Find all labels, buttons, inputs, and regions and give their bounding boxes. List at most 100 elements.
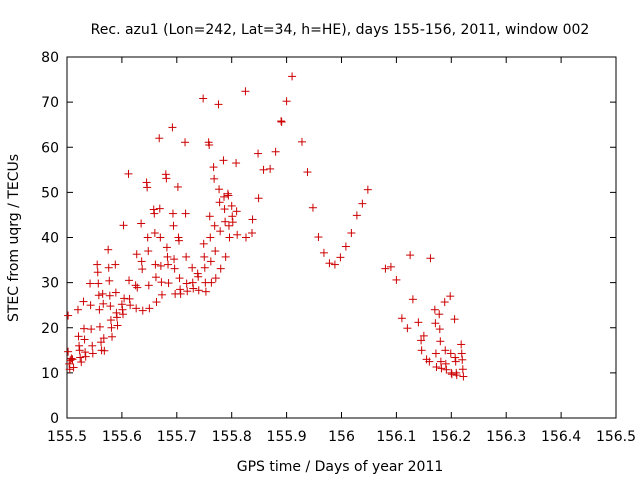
- data-point-plus: [181, 138, 190, 147]
- data-point-plus: [435, 325, 444, 334]
- data-point-plus: [168, 123, 177, 132]
- data-point-plus: [168, 209, 177, 218]
- data-point-plus: [164, 260, 173, 269]
- data-point-plus: [173, 182, 182, 191]
- data-point-plus: [111, 288, 120, 297]
- data-point-plus: [308, 203, 317, 212]
- x-tick-label: 156.3: [486, 429, 526, 445]
- data-point-plus: [459, 372, 468, 381]
- chart-title: Rec. azu1 (Lon=242, Lat=34, h=HE), days …: [91, 22, 590, 38]
- data-point-plus: [65, 359, 74, 368]
- data-point-plus: [228, 218, 237, 227]
- data-point-plus: [303, 168, 312, 177]
- data-point-plus: [431, 349, 440, 358]
- data-point-plus: [282, 97, 291, 106]
- data-point-plus: [432, 363, 441, 372]
- data-point-plus: [104, 263, 113, 272]
- data-point-plus: [65, 365, 74, 374]
- data-point-plus: [209, 163, 218, 172]
- data-point-plus: [210, 221, 219, 230]
- data-point-plus: [138, 306, 147, 315]
- x-tick-label: 156: [328, 429, 355, 445]
- data-point-plus: [76, 353, 85, 362]
- data-point-plus: [125, 294, 134, 303]
- data-point-plus: [363, 185, 372, 194]
- data-point-plus: [77, 358, 86, 367]
- data-point-plus: [206, 257, 215, 266]
- data-point-plus: [266, 164, 275, 173]
- data-point-plus: [426, 254, 435, 263]
- data-point-plus: [170, 255, 179, 264]
- data-point-plus: [93, 260, 102, 269]
- data-point-plus: [430, 305, 439, 314]
- data-point-plus: [417, 336, 426, 345]
- x-tick-label: 156.4: [541, 429, 581, 445]
- data-point-plus: [288, 72, 297, 81]
- data-point-plus: [330, 260, 339, 269]
- data-point-plus: [97, 338, 106, 347]
- data-point-plus: [442, 365, 451, 374]
- data-point-plus: [224, 191, 233, 200]
- data-point-plus: [188, 263, 197, 272]
- data-point-plus: [93, 268, 102, 277]
- data-point-plus: [86, 279, 95, 288]
- data-point-plus: [105, 276, 114, 285]
- data-point-plus: [194, 272, 203, 281]
- data-point-plus: [457, 349, 466, 358]
- data-point-plus: [107, 323, 116, 332]
- data-point-plus: [137, 257, 146, 266]
- data-point-plus: [216, 264, 225, 273]
- data-point-plus: [214, 100, 223, 109]
- data-point-plus: [431, 319, 440, 328]
- data-point-plus: [188, 278, 197, 287]
- data-point-plus: [451, 357, 460, 366]
- x-tick-label: 155.7: [157, 429, 197, 445]
- x-tick-label: 155.6: [102, 429, 142, 445]
- data-point-plus: [150, 228, 159, 237]
- data-point-plus: [143, 183, 152, 192]
- data-point-plus: [406, 251, 415, 260]
- data-point-plus: [403, 324, 412, 333]
- data-point-plus: [112, 308, 121, 317]
- data-point-plus: [143, 233, 152, 242]
- data-point-plus: [319, 248, 328, 257]
- data-point-plus: [271, 147, 280, 156]
- data-point-plus: [227, 201, 236, 210]
- data-point-plus: [194, 286, 203, 295]
- data-point-plus: [358, 199, 367, 208]
- data-point-plus: [215, 185, 224, 194]
- data-point-plus: [437, 364, 446, 373]
- data-point-plus: [189, 284, 198, 293]
- data-point-plus: [248, 228, 257, 237]
- data-point-plus: [132, 250, 141, 259]
- data-point-plus: [88, 341, 97, 350]
- y-tick-label: 70: [41, 95, 59, 111]
- data-point-plus: [155, 134, 164, 143]
- data-point-plus: [126, 301, 135, 310]
- data-point-plus: [254, 194, 263, 203]
- data-point-plus: [105, 291, 114, 300]
- data-point-plus: [125, 276, 134, 285]
- data-point-plus: [446, 349, 455, 358]
- data-point-plus: [254, 149, 263, 158]
- data-point-plus: [99, 334, 108, 343]
- data-point-plus: [182, 279, 191, 288]
- data-point-plus: [219, 156, 228, 165]
- data-point-plus: [80, 324, 89, 333]
- data-point-plus: [176, 285, 185, 294]
- data-point-plus: [206, 233, 215, 242]
- data-point-plus: [215, 198, 224, 207]
- data-point-plus: [341, 242, 350, 251]
- data-point-plus: [169, 221, 178, 230]
- data-point-plus: [297, 137, 306, 146]
- data-point-plus: [199, 239, 208, 248]
- data-point-plus: [207, 278, 216, 287]
- data-point-plus: [157, 278, 166, 287]
- data-point-plus: [277, 117, 286, 126]
- data-point-plus: [94, 279, 103, 288]
- data-point-plus: [163, 252, 172, 261]
- data-point-plus: [150, 209, 159, 218]
- y-tick-label: 50: [41, 185, 59, 201]
- data-point-plus: [211, 247, 220, 256]
